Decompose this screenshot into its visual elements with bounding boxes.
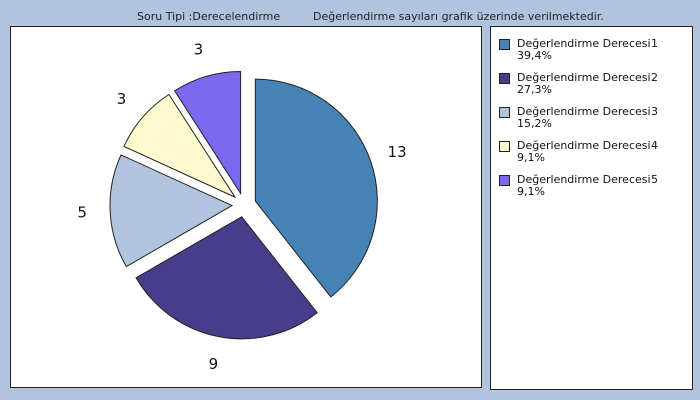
legend-num-5: 5 [651, 173, 658, 186]
pie-slice-3 [109, 154, 234, 268]
pie-slice-4 [123, 93, 237, 199]
legend-num-1: 1 [651, 37, 658, 50]
legend-num-3: 3 [651, 105, 658, 118]
legend-label-5: Değerlendirme Derecesi [517, 173, 651, 186]
legend-swatch-5 [499, 175, 510, 186]
pie-value-label-5: 3 [194, 41, 204, 59]
legend-label-1: Değerlendirme Derecesi [517, 37, 651, 50]
legend-panel: Değerlendirme Derecesi 1 39,4% Değerlend… [490, 26, 693, 390]
pie-slice-1 [254, 78, 378, 298]
legend-pct-3: 15,2% [517, 117, 552, 130]
legend-item-2: Değerlendirme Derecesi 2 27,3% [499, 71, 689, 103]
pie-value-label-1: 13 [388, 143, 407, 161]
legend-item-3: Değerlendirme Derecesi 3 15,2% [499, 105, 689, 137]
pie-slice-2 [135, 216, 318, 340]
info-text: Değerlendirme sayıları grafik üzerinde v… [313, 10, 604, 23]
legend-pct-5: 9,1% [517, 185, 545, 198]
legend-num-4: 4 [651, 139, 658, 152]
legend-item-1: Değerlendirme Derecesi 1 39,4% [499, 37, 689, 69]
legend-label-3: Değerlendirme Derecesi [517, 105, 651, 118]
question-type-label: Soru Tipi :Derecelendirme [137, 10, 281, 23]
pie-slice-5 [173, 70, 242, 196]
pie-chart: 13 9 5 3 3 [77, 41, 407, 374]
legend-swatch-4 [499, 141, 510, 152]
pie-value-label-3: 5 [77, 204, 87, 222]
legend-label-4: Değerlendirme Derecesi [517, 139, 651, 152]
legend-num-2: 2 [651, 71, 658, 84]
pie-value-label-2: 9 [209, 355, 219, 373]
legend-swatch-3 [499, 107, 510, 118]
chart-panel: 13 9 5 3 3 [10, 26, 482, 388]
legend-swatch-2 [499, 73, 510, 84]
legend-pct-4: 9,1% [517, 151, 545, 164]
legend-item-4: Değerlendirme Derecesi 4 9,1% [499, 139, 689, 171]
chart-header: Soru Tipi :Derecelendirme Değerlendirme … [0, 10, 700, 26]
legend-pct-2: 27,3% [517, 83, 552, 96]
legend-pct-1: 39,4% [517, 49, 552, 62]
pie-value-label-4: 3 [117, 90, 127, 108]
legend-label-2: Değerlendirme Derecesi [517, 71, 651, 84]
legend-item-5: Değerlendirme Derecesi 5 9,1% [499, 173, 689, 205]
legend-swatch-1 [499, 39, 510, 50]
